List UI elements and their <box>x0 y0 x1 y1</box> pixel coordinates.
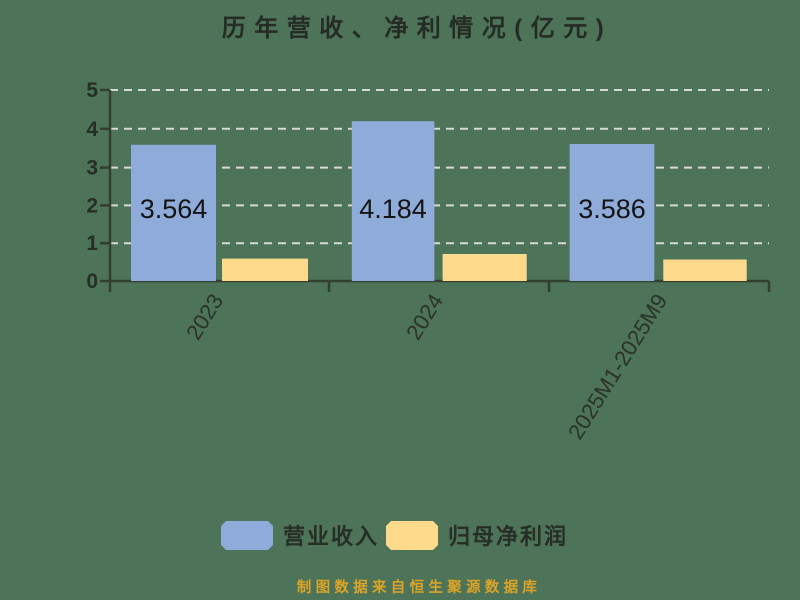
svg-text:5: 5 <box>86 79 98 102</box>
svg-text:3: 3 <box>86 157 98 180</box>
svg-text:制图数据来自恒生聚源数据库: 制图数据来自恒生聚源数据库 <box>297 578 541 596</box>
svg-text:4.184: 4.184 <box>359 194 427 224</box>
svg-text:营业收入: 营业收入 <box>283 524 379 549</box>
svg-text:2025M1-2025M9: 2025M1-2025M9 <box>563 289 672 443</box>
svg-text:2024: 2024 <box>401 289 448 344</box>
svg-text:2023: 2023 <box>181 289 228 344</box>
svg-text:归母净利润: 归母净利润 <box>448 524 568 549</box>
svg-text:0: 0 <box>86 270 98 293</box>
svg-text:3.586: 3.586 <box>578 194 646 224</box>
svg-text:1: 1 <box>86 232 98 255</box>
svg-text:3.564: 3.564 <box>140 194 208 224</box>
svg-text:4: 4 <box>86 118 98 141</box>
svg-text:2: 2 <box>86 194 98 217</box>
